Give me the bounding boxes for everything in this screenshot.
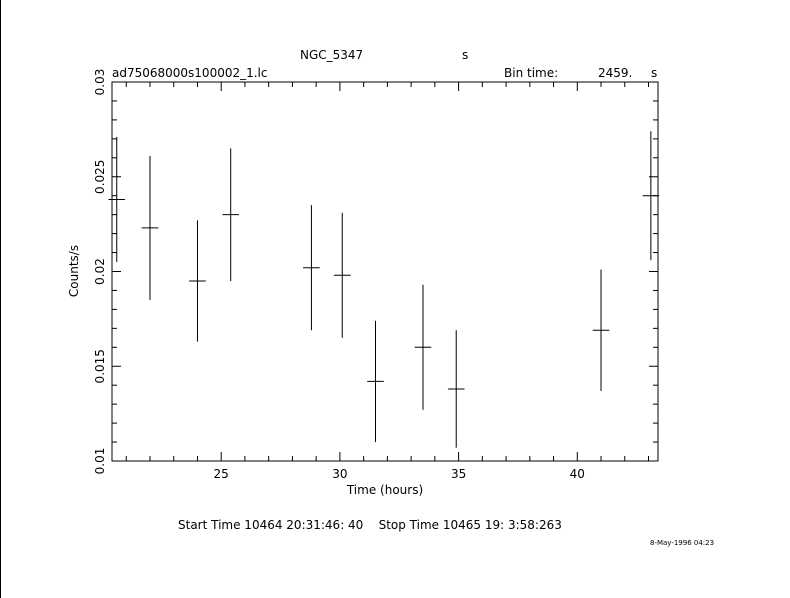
data-point (447, 330, 465, 448)
y-tick-label: 0.03 (93, 69, 107, 96)
data-point (108, 136, 126, 263)
data-point (414, 284, 432, 410)
plot-frame (111, 81, 659, 462)
x-tick-label: 30 (332, 467, 347, 481)
data-point (222, 148, 240, 281)
x-tick-label: 35 (451, 467, 466, 481)
data-point (303, 205, 320, 331)
y-tick-label: 0.025 (93, 160, 107, 194)
time-range-footer: Start Time 10464 20:31:46: 40 Stop Time … (178, 518, 562, 532)
y-tick-label: 0.01 (93, 448, 107, 475)
data-point (367, 320, 384, 443)
bin-time-unit: s (651, 66, 658, 80)
data-point (333, 212, 351, 338)
data-points (108, 131, 660, 448)
window-left-border (0, 0, 1, 598)
axis-tick-labels: 25 30 35 40 0.01 0.015 0.02 0.025 0.03 (93, 69, 585, 481)
data-point (189, 220, 206, 342)
data-point (141, 155, 159, 300)
x-axis-label: Time (hours) (346, 483, 423, 497)
date-stamp: 8-May-1996 04:23 (650, 539, 715, 547)
bin-time-label: Bin time: (504, 66, 559, 80)
y-axis-label: Counts/s (67, 245, 81, 297)
data-point (642, 131, 660, 261)
x-tick-label: 25 (214, 467, 229, 481)
filename-label: ad75068000s100002_1.lc (112, 66, 268, 80)
axis-ticks (112, 81, 658, 462)
y-tick-label: 0.015 (93, 349, 107, 383)
bin-time-value: 2459. (598, 66, 633, 80)
x-tick-label: 40 (570, 467, 585, 481)
data-point (592, 269, 610, 391)
chart-title: NGC_5347 (300, 48, 364, 62)
y-tick-label: 0.02 (93, 258, 107, 285)
chart-title-unit: s (462, 48, 469, 62)
